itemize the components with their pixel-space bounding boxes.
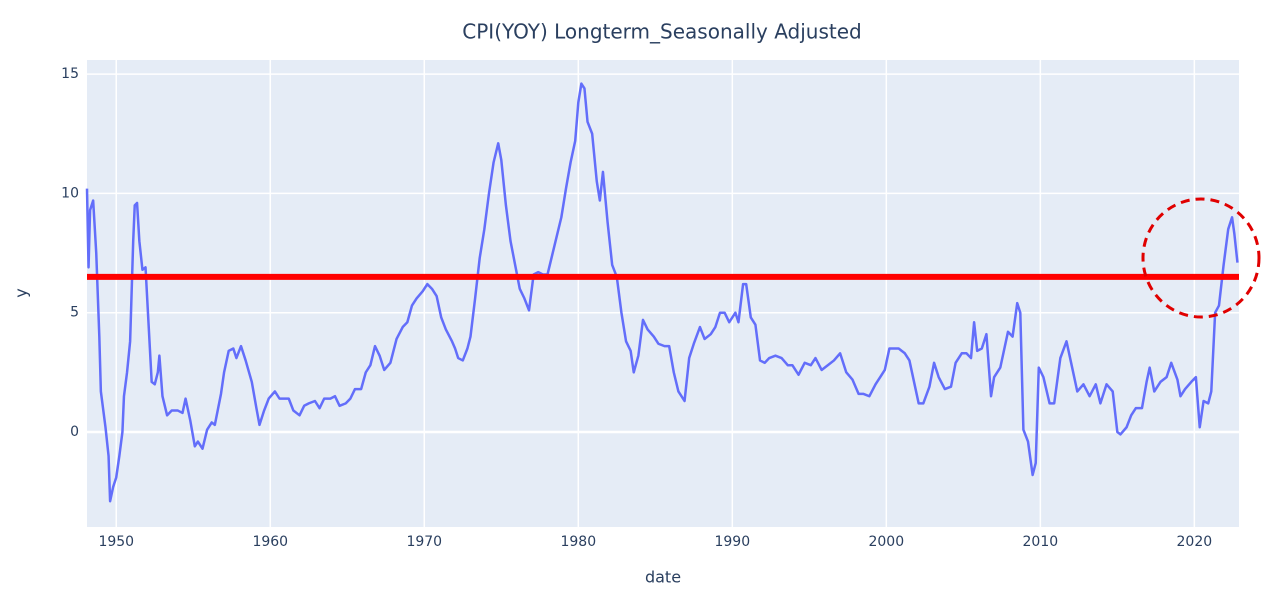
highlight-circle xyxy=(1141,197,1261,319)
chart-title: CPI(YOY) Longterm_Seasonally Adjusted xyxy=(462,20,861,44)
y-tick-label: 5 xyxy=(70,305,79,321)
x-tick-label: 1990 xyxy=(714,534,750,550)
y-tick-label: 15 xyxy=(61,66,79,82)
marks xyxy=(85,82,1239,503)
x-tick-label: 2000 xyxy=(868,534,904,550)
y-axis-title: y xyxy=(12,288,31,297)
x-tick-label: 1980 xyxy=(560,534,596,550)
x-tick-label: 1970 xyxy=(406,534,442,550)
plot-area xyxy=(87,60,1239,527)
cpi-line xyxy=(85,82,1239,503)
x-tick-label: 2010 xyxy=(1023,534,1059,550)
grid xyxy=(87,60,1239,527)
x-axis-title: date xyxy=(645,568,681,587)
x-tick-label: 1950 xyxy=(98,534,134,550)
x-tick-label: 1960 xyxy=(252,534,288,550)
x-tick-label: 2020 xyxy=(1177,534,1213,550)
y-tick-label: 0 xyxy=(70,424,79,440)
y-tick-label: 10 xyxy=(61,185,79,201)
